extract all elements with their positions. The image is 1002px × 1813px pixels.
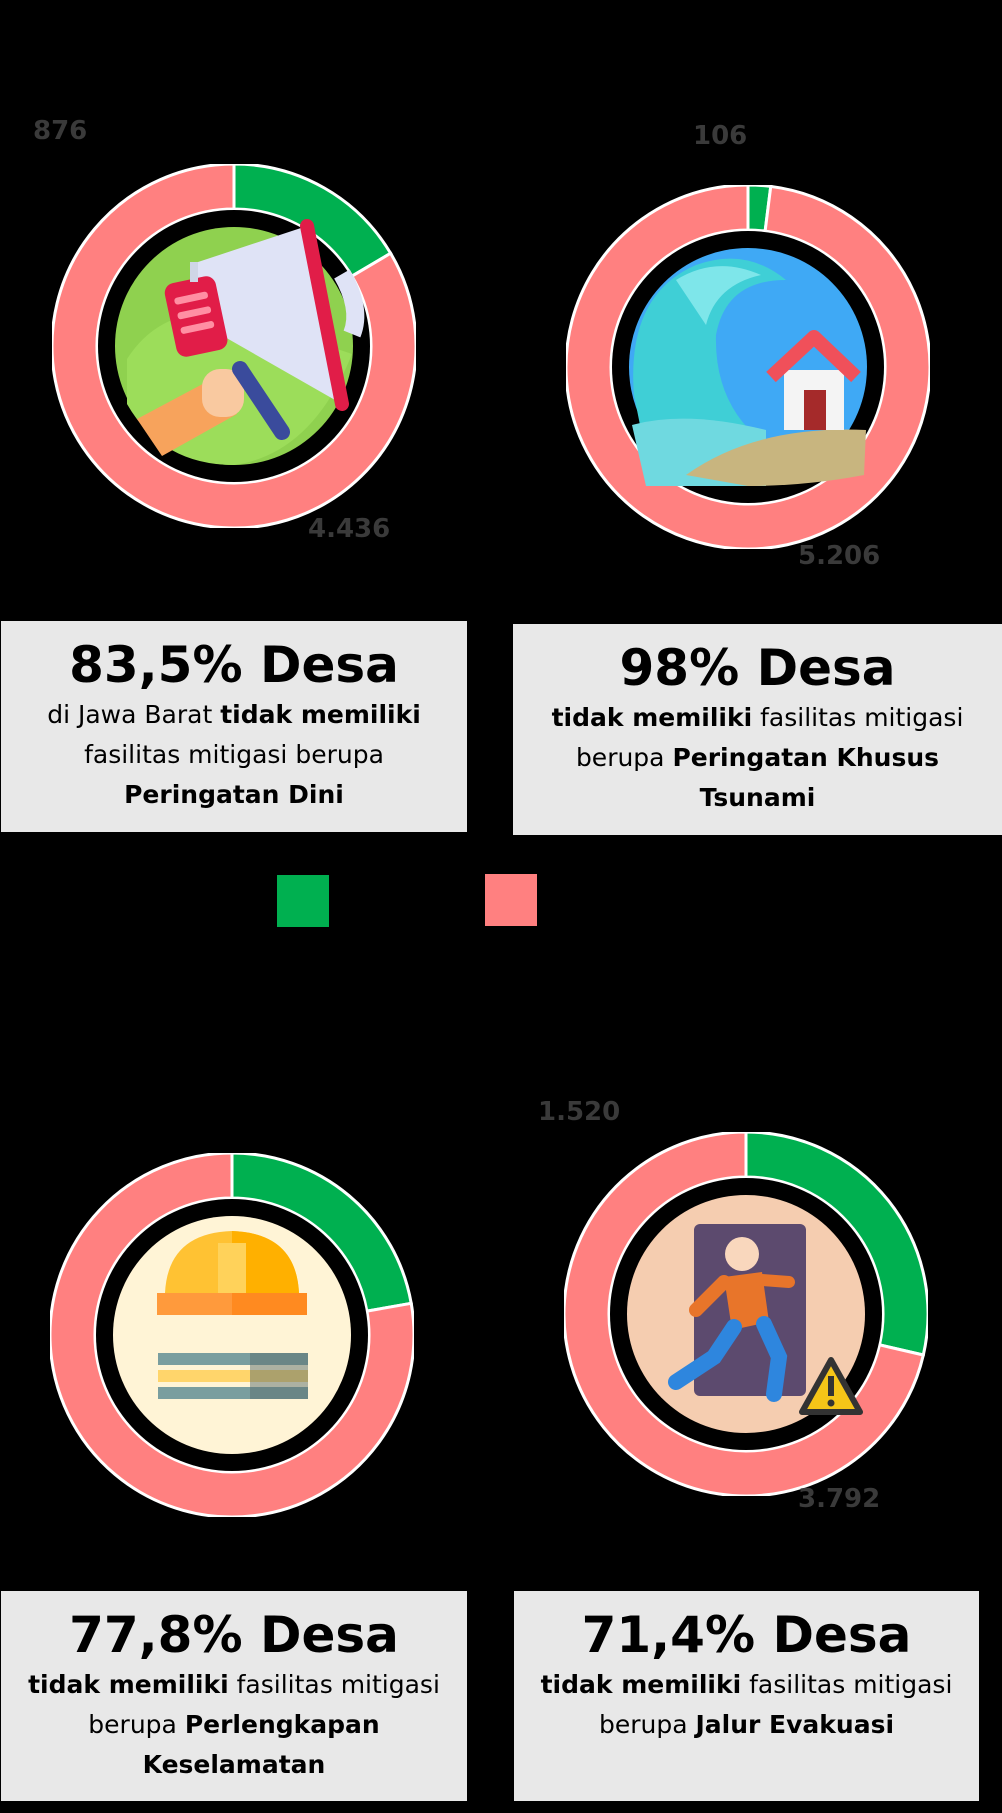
donut-chart-peringatan-tsunami bbox=[566, 185, 930, 549]
value-label-has: 1.520 bbox=[538, 1097, 621, 1127]
slice-no-facility bbox=[564, 1132, 926, 1496]
evacuation-exit-icon bbox=[627, 1195, 865, 1433]
donut-chart-jalur-evakuasi bbox=[564, 1132, 928, 1496]
description-emphasis: Peringatan Dini bbox=[124, 780, 344, 809]
value-label-not-has: 5.206 bbox=[798, 541, 881, 571]
description-run: fasilitas mitigasi berupa bbox=[575, 703, 964, 772]
value-label-has: 106 bbox=[693, 121, 748, 151]
description-text: tidak memiliki fasilitas mitigasi berupa… bbox=[1, 1665, 467, 1785]
description-emphasis: Jalur Evakuasi bbox=[695, 1710, 895, 1739]
donut-chart-perlengkapan-keselamatan bbox=[50, 1153, 414, 1517]
description-emphasis: tidak memiliki bbox=[540, 1670, 742, 1699]
megaphone-icon bbox=[115, 219, 365, 465]
donut-chart-peringatan-dini bbox=[52, 164, 416, 528]
headline-percentage: 83,5% Desa bbox=[69, 636, 399, 694]
description-emphasis: Peringatan Khusus Tsunami bbox=[672, 743, 940, 812]
slice-no-facility bbox=[50, 1153, 414, 1517]
headline-percentage: 98% Desa bbox=[619, 639, 896, 697]
summary-box-perlengkapan-keselamatan: 77,8% Desa tidak memiliki fasilitas miti… bbox=[1, 1591, 467, 1801]
slice-no-facility bbox=[52, 164, 416, 528]
description-run: fasilitas mitigasi berupa bbox=[88, 1670, 440, 1739]
summary-box-peringatan-dini: 83,5% Desa di Jawa Barat tidak memiliki … bbox=[1, 621, 467, 832]
headline-percentage: 71,4% Desa bbox=[581, 1606, 912, 1664]
summary-box-jalur-evakuasi: 71,4% Desa tidak memiliki fasilitas miti… bbox=[514, 1591, 979, 1801]
description-emphasis: tidak memiliki bbox=[220, 700, 421, 729]
value-label-not-has: 4.436 bbox=[308, 514, 391, 544]
description-run: di Jawa Barat bbox=[47, 700, 221, 729]
legend-swatch-has bbox=[277, 875, 329, 927]
legend-swatch-not-has bbox=[485, 874, 537, 926]
safety-helmet-icon bbox=[113, 1216, 351, 1454]
description-emphasis: Perlengkapan Keselamatan bbox=[142, 1710, 380, 1779]
headline-percentage: 77,8% Desa bbox=[69, 1606, 399, 1664]
description-run: fasilitas mitigasi berupa bbox=[84, 740, 384, 769]
description-emphasis: tidak memiliki bbox=[28, 1670, 229, 1699]
description-text: tidak memiliki fasilitas mitigasi berupa… bbox=[514, 1665, 979, 1745]
description-emphasis: tidak memiliki bbox=[551, 703, 753, 732]
description-text: di Jawa Barat tidak memiliki fasilitas m… bbox=[1, 695, 467, 815]
tsunami-house-icon bbox=[629, 248, 867, 486]
description-run: fasilitas mitigasi berupa bbox=[598, 1670, 953, 1739]
value-label-not-has: 3.792 bbox=[798, 1484, 881, 1514]
summary-box-peringatan-tsunami: 98% Desa tidak memiliki fasilitas mitiga… bbox=[513, 624, 1002, 835]
value-label-has: 876 bbox=[33, 116, 88, 146]
description-text: tidak memiliki fasilitas mitigasi berupa… bbox=[513, 698, 1002, 818]
